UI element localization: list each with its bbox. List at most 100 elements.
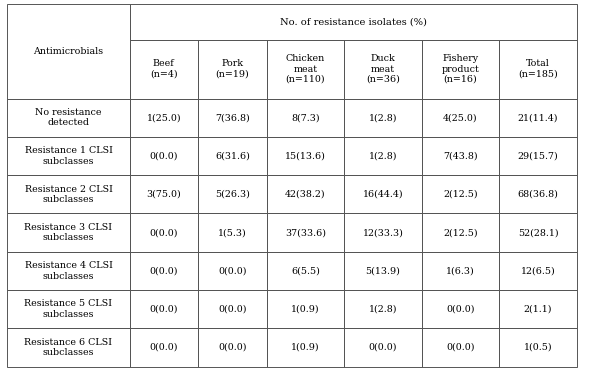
Bar <box>130 40 198 99</box>
Bar <box>344 290 422 328</box>
Text: Resistance 6 CLSI
subclasses: Resistance 6 CLSI subclasses <box>24 338 112 357</box>
Bar <box>344 328 422 367</box>
Bar <box>198 175 267 213</box>
Bar <box>422 290 499 328</box>
Text: 12(33.3): 12(33.3) <box>362 228 403 237</box>
Bar <box>7 4 130 99</box>
Text: 0(0.0): 0(0.0) <box>218 343 247 352</box>
Bar <box>422 175 499 213</box>
Text: 29(15.7): 29(15.7) <box>518 151 558 161</box>
Bar <box>499 99 577 137</box>
Text: 52(28.1): 52(28.1) <box>518 228 558 237</box>
Bar <box>7 137 130 175</box>
Text: 2(12.5): 2(12.5) <box>443 228 478 237</box>
Bar <box>422 40 499 99</box>
Bar <box>422 213 499 252</box>
Bar <box>267 213 344 252</box>
Text: 0(0.0): 0(0.0) <box>369 343 397 352</box>
Text: Resistance 5 CLSI
subclasses: Resistance 5 CLSI subclasses <box>24 299 112 319</box>
Text: 0(0.0): 0(0.0) <box>218 266 247 275</box>
Bar <box>267 137 344 175</box>
Text: 1(2.8): 1(2.8) <box>369 305 397 313</box>
Bar <box>267 175 344 213</box>
Bar <box>198 252 267 290</box>
Text: 37(33.6): 37(33.6) <box>285 228 326 237</box>
Bar <box>198 213 267 252</box>
Bar <box>130 252 198 290</box>
Bar <box>130 99 198 137</box>
Bar <box>344 137 422 175</box>
Text: Total
(n=185): Total (n=185) <box>518 59 558 79</box>
Text: Fishery
product
(n=16): Fishery product (n=16) <box>442 54 480 84</box>
Bar <box>267 328 344 367</box>
Bar <box>344 175 422 213</box>
Text: 0(0.0): 0(0.0) <box>150 228 178 237</box>
Bar <box>130 213 198 252</box>
Bar <box>7 175 130 213</box>
Text: 68(36.8): 68(36.8) <box>518 190 558 199</box>
Text: Resistance 2 CLSI
subclasses: Resistance 2 CLSI subclasses <box>24 185 112 204</box>
Bar <box>130 290 198 328</box>
Bar <box>422 252 499 290</box>
Text: 2(12.5): 2(12.5) <box>443 190 478 199</box>
Text: Resistance 1 CLSI
subclasses: Resistance 1 CLSI subclasses <box>24 146 112 166</box>
Text: 5(26.3): 5(26.3) <box>215 190 250 199</box>
Text: 1(25.0): 1(25.0) <box>147 113 181 122</box>
Bar <box>198 137 267 175</box>
Text: No resistance
detected: No resistance detected <box>35 108 101 127</box>
Text: Antimicrobials: Antimicrobials <box>34 47 103 56</box>
Text: No. of resistance isolates (%): No. of resistance isolates (%) <box>280 17 426 26</box>
Bar <box>499 213 577 252</box>
Text: 8(7.3): 8(7.3) <box>291 113 320 122</box>
Bar <box>267 40 344 99</box>
Text: 12(6.5): 12(6.5) <box>521 266 555 275</box>
Text: 1(6.3): 1(6.3) <box>446 266 475 275</box>
Text: 6(31.6): 6(31.6) <box>215 151 250 161</box>
Text: 4(25.0): 4(25.0) <box>443 113 478 122</box>
Text: 0(0.0): 0(0.0) <box>446 343 475 352</box>
Bar <box>422 328 499 367</box>
Text: 5(13.9): 5(13.9) <box>365 266 400 275</box>
Text: Resistance 4 CLSI
subclasses: Resistance 4 CLSI subclasses <box>24 261 112 280</box>
Bar <box>499 175 577 213</box>
Bar <box>499 40 577 99</box>
Bar <box>499 252 577 290</box>
Text: 0(0.0): 0(0.0) <box>150 305 178 313</box>
Text: 7(43.8): 7(43.8) <box>443 151 478 161</box>
Text: 21(11.4): 21(11.4) <box>518 113 558 122</box>
Bar <box>198 40 267 99</box>
Text: Resistance 3 CLSI
subclasses: Resistance 3 CLSI subclasses <box>24 223 112 242</box>
Text: Duck
meat
(n=36): Duck meat (n=36) <box>366 54 400 84</box>
Text: 2(1.1): 2(1.1) <box>524 305 552 313</box>
Text: Pork
(n=19): Pork (n=19) <box>216 59 249 79</box>
Bar <box>344 40 422 99</box>
Text: 0(0.0): 0(0.0) <box>150 343 178 352</box>
Text: 7(36.8): 7(36.8) <box>215 113 250 122</box>
Text: 1(2.8): 1(2.8) <box>369 151 397 161</box>
Text: 1(0.9): 1(0.9) <box>291 305 320 313</box>
Text: 1(2.8): 1(2.8) <box>369 113 397 122</box>
Text: Beef
(n=4): Beef (n=4) <box>150 59 178 79</box>
Text: 15(13.6): 15(13.6) <box>285 151 326 161</box>
Bar <box>198 99 267 137</box>
Bar <box>7 213 130 252</box>
Bar <box>130 137 198 175</box>
Text: 16(44.4): 16(44.4) <box>363 190 403 199</box>
Bar <box>267 99 344 137</box>
Text: Chicken
meat
(n=110): Chicken meat (n=110) <box>286 54 325 84</box>
Bar <box>198 328 267 367</box>
Bar <box>344 99 422 137</box>
Bar <box>130 175 198 213</box>
Text: 6(5.5): 6(5.5) <box>291 266 320 275</box>
Bar <box>7 252 130 290</box>
Bar <box>499 290 577 328</box>
Text: 0(0.0): 0(0.0) <box>150 151 178 161</box>
Text: 3(75.0): 3(75.0) <box>147 190 181 199</box>
Bar <box>130 4 577 40</box>
Bar <box>7 328 130 367</box>
Text: 0(0.0): 0(0.0) <box>150 266 178 275</box>
Bar <box>130 328 198 367</box>
Bar <box>499 137 577 175</box>
Bar <box>422 137 499 175</box>
Bar <box>499 328 577 367</box>
